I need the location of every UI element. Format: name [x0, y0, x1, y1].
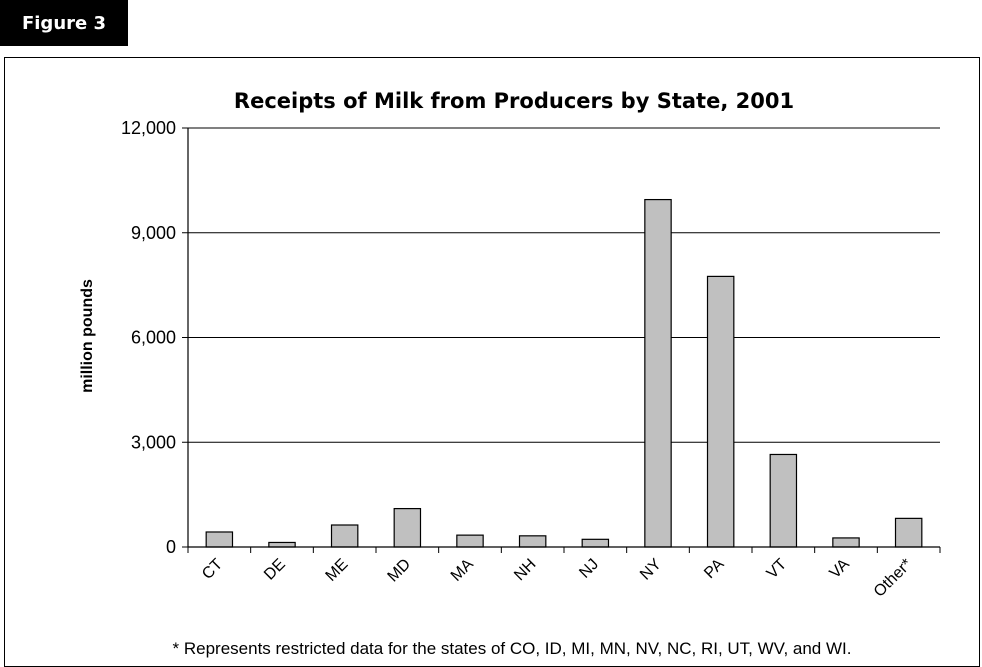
chart-title: Receipts of Milk from Producers by State… — [234, 89, 794, 113]
y-tick-label: 0 — [166, 537, 176, 557]
x-tick-label: Other* — [871, 556, 916, 601]
y-tick-label: 12,000 — [121, 118, 176, 138]
bar-nj — [581, 538, 610, 548]
y-tick-label: 9,000 — [131, 223, 176, 243]
bar-other — [894, 517, 923, 548]
bar-de — [268, 541, 296, 548]
y-tick-label: 3,000 — [131, 432, 176, 452]
x-tick-label: DE — [261, 556, 289, 584]
bar-ct — [205, 531, 234, 548]
bar-va — [832, 537, 860, 548]
axes — [182, 127, 941, 553]
bar-pa — [706, 275, 735, 548]
x-tick-label: PA — [701, 556, 728, 583]
bars — [205, 198, 923, 548]
bar-chart: Receipts of Milk from Producers by State… — [79, 89, 941, 658]
bar-nh — [518, 535, 547, 548]
x-tick-label: VA — [827, 556, 854, 583]
x-tick-labels: CT DE ME MD MA NH NJ NY PA VT VA Other* — [199, 556, 915, 601]
x-tick-label: VT — [764, 556, 791, 583]
chart-frame: Receipts of Milk from Producers by State… — [4, 57, 980, 667]
y-axis-label: million pounds — [79, 279, 96, 393]
x-tick-label: ME — [323, 556, 352, 585]
bar-md — [393, 507, 422, 548]
x-tick-label: MA — [448, 556, 477, 585]
y-tick-label: 6,000 — [131, 328, 176, 348]
bar-vt — [769, 453, 798, 548]
bar-ny — [644, 198, 672, 548]
footnote: * Represents restricted data for the sta… — [173, 639, 852, 658]
x-tick-label: CT — [199, 556, 226, 583]
bar-ma — [456, 534, 484, 548]
x-tick-label: NJ — [576, 556, 602, 582]
figure-label: Figure 3 — [0, 0, 128, 46]
bar-me — [330, 524, 359, 548]
y-tick-labels: 0 3,000 6,000 9,000 12,000 — [121, 118, 176, 557]
x-tick-label: MD — [385, 556, 415, 586]
x-tick-label: NY — [637, 556, 665, 584]
x-tick-label: NH — [511, 556, 539, 584]
gridlines — [188, 127, 940, 443]
